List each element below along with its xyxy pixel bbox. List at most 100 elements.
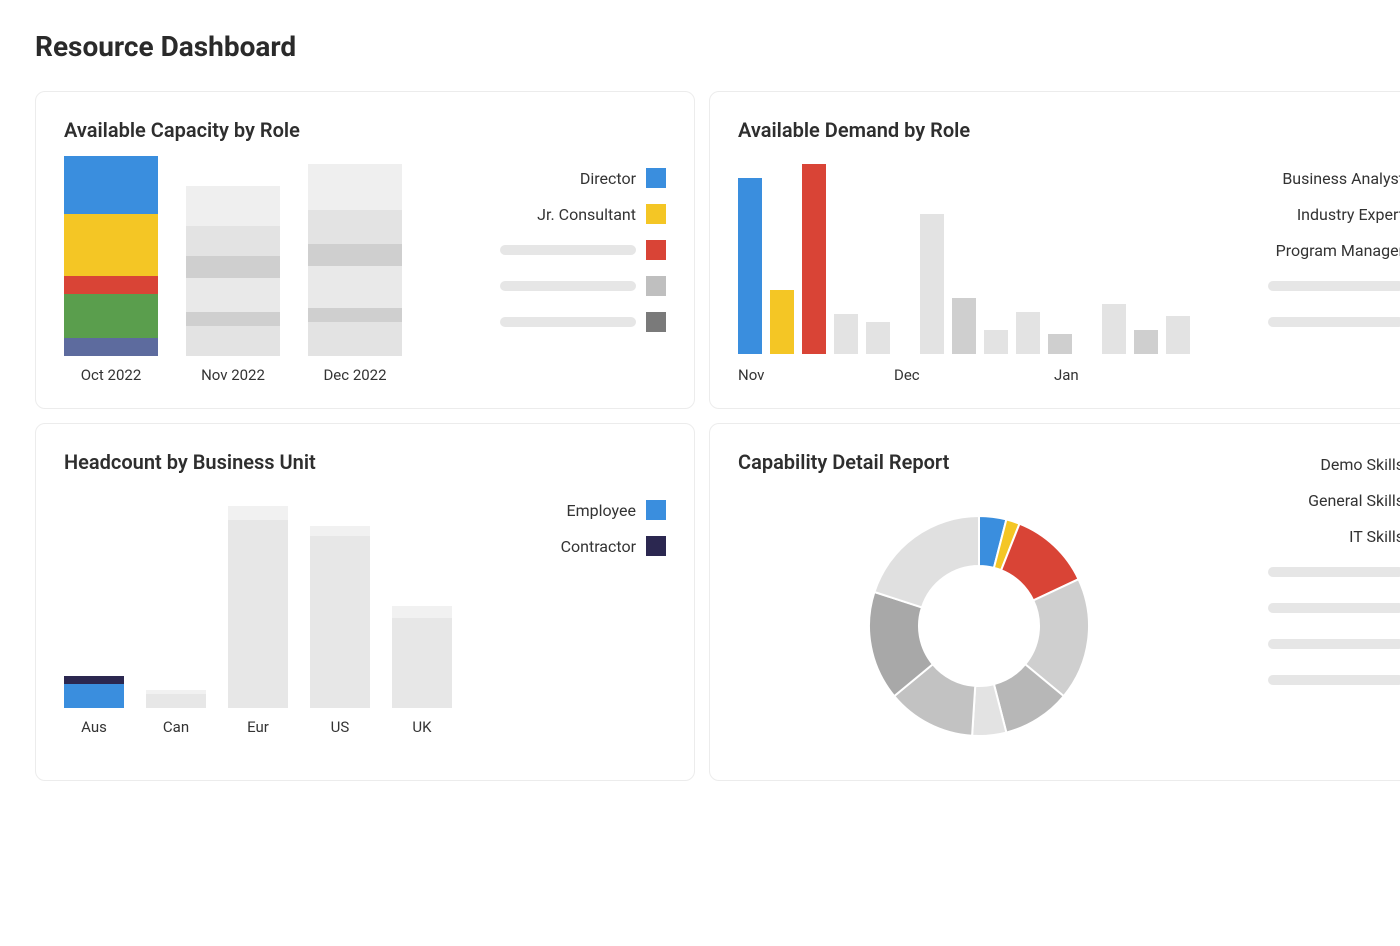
legend-swatch [646, 536, 666, 556]
axis-label: Dec [894, 366, 920, 384]
legend-label: Industry Expert [1297, 205, 1400, 224]
legend-item[interactable] [1244, 562, 1400, 582]
bar-segment [64, 684, 124, 708]
bar-segment [186, 312, 280, 326]
capacity-bar[interactable] [186, 156, 280, 356]
bar-segment [310, 536, 370, 708]
legend-item[interactable]: IT Skills [1244, 526, 1400, 546]
demand-bar[interactable] [866, 322, 890, 354]
bar-segment [308, 322, 402, 356]
capacity-title: Available Capacity by Role [64, 118, 666, 142]
legend-item[interactable] [1244, 634, 1400, 654]
bar-segment [228, 520, 288, 708]
legend-swatch [646, 276, 666, 296]
bar-segment [308, 266, 402, 308]
demand-card: Available Demand by Role NovDecJan Busin… [709, 91, 1400, 409]
headcount-bar[interactable] [392, 498, 452, 708]
legend-item[interactable]: Jr. Consultant [476, 204, 666, 224]
demand-bar[interactable] [1166, 316, 1190, 354]
legend-placeholder [1268, 567, 1400, 577]
demand-legend: Business Analyst Industry Expert Program M… [1244, 164, 1400, 384]
axis-label: Oct 2022 [81, 366, 142, 384]
bar-segment [146, 694, 206, 708]
headcount-chart: AusCanEurUSUK [64, 496, 452, 736]
donut-slice[interactable] [874, 516, 979, 607]
legend-item[interactable]: Employee [476, 500, 666, 520]
demand-bar[interactable] [1048, 334, 1072, 354]
legend-item[interactable] [1244, 670, 1400, 690]
demand-bar[interactable] [834, 314, 858, 354]
capacity-bar[interactable] [308, 156, 402, 356]
legend-item[interactable] [1244, 598, 1400, 618]
legend-placeholder [500, 317, 636, 327]
bar-segment [186, 256, 280, 278]
axis-label: Aus [81, 718, 107, 736]
capability-chart [738, 496, 1220, 756]
headcount-bar[interactable] [146, 498, 206, 708]
headcount-bar[interactable] [64, 498, 124, 708]
legend-swatch [646, 204, 666, 224]
demand-bar[interactable] [1134, 330, 1158, 354]
legend-placeholder [500, 281, 636, 291]
axis-label: US [331, 718, 350, 736]
legend-label: Director [580, 169, 636, 188]
legend-placeholder [1268, 675, 1400, 685]
demand-bar[interactable] [984, 330, 1008, 354]
demand-bar[interactable] [920, 214, 944, 354]
legend-item[interactable] [1244, 312, 1400, 332]
demand-bar[interactable] [1102, 304, 1126, 354]
legend-item[interactable]: General Skills [1244, 490, 1400, 510]
demand-bar[interactable] [1016, 312, 1040, 354]
demand-month-group [1102, 304, 1190, 354]
bar-segment [186, 226, 280, 256]
bar-segment [64, 676, 124, 684]
bar-segment [308, 210, 402, 244]
demand-bar[interactable] [738, 178, 762, 354]
legend-placeholder [1268, 639, 1400, 649]
capacity-legend: Director Jr. Consultant [476, 164, 666, 384]
legend-label: Business Analyst [1282, 169, 1400, 188]
legend-item[interactable]: Industry Expert [1244, 204, 1400, 224]
demand-chart: NovDecJan [738, 164, 1220, 384]
bar-segment [228, 506, 288, 520]
page-title: Resource Dashboard [35, 30, 1365, 63]
axis-label: Nov 2022 [201, 366, 265, 384]
bar-segment [186, 326, 280, 356]
bar-segment [64, 338, 158, 356]
axis-label: Jan [1054, 366, 1079, 384]
legend-item[interactable]: Demo Skills [1244, 454, 1400, 474]
legend-item[interactable] [476, 276, 666, 296]
capability-legend: Demo Skills General Skills IT Skills [1244, 450, 1400, 756]
capacity-chart: Oct 2022Nov 2022Dec 2022 [64, 164, 452, 384]
axis-label: Eur [247, 718, 269, 736]
legend-item[interactable] [476, 312, 666, 332]
legend-item[interactable]: Contractor [476, 536, 666, 556]
demand-bar[interactable] [802, 164, 826, 354]
bar-segment [186, 278, 280, 312]
legend-label: Program Manager [1276, 241, 1400, 260]
legend-item[interactable] [1244, 276, 1400, 296]
legend-item[interactable] [476, 240, 666, 260]
demand-title: Available Demand by Role [738, 118, 1400, 142]
legend-item[interactable]: Business Analyst [1244, 168, 1400, 188]
bar-segment [308, 244, 402, 266]
donut-svg [849, 496, 1109, 756]
capability-title: Capability Detail Report [738, 450, 1220, 474]
capability-card: Capability Detail Report Demo Skills Gene… [709, 423, 1400, 781]
demand-bar[interactable] [770, 290, 794, 354]
bar-segment [64, 276, 158, 294]
demand-bar[interactable] [952, 298, 976, 354]
legend-item[interactable]: Program Manager [1244, 240, 1400, 260]
headcount-bar[interactable] [228, 498, 288, 708]
headcount-legend: Employee Contractor [476, 496, 666, 736]
legend-item[interactable]: Director [476, 168, 666, 188]
headcount-bar[interactable] [310, 498, 370, 708]
headcount-title: Headcount by Business Unit [64, 450, 666, 474]
legend-placeholder [500, 245, 636, 255]
legend-label: General Skills [1308, 491, 1400, 510]
bar-segment [64, 294, 158, 338]
legend-label: IT Skills [1349, 527, 1400, 546]
bar-segment [308, 164, 402, 210]
bar-segment [186, 186, 280, 226]
capacity-bar[interactable] [64, 156, 158, 356]
